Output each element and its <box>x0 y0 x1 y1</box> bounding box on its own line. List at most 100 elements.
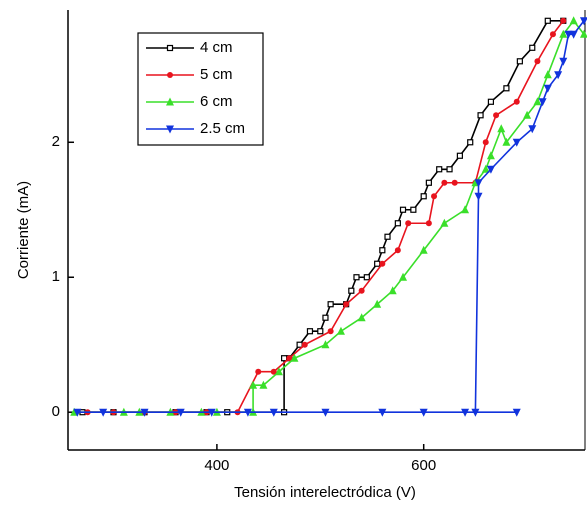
marker <box>358 287 365 294</box>
marker <box>529 44 536 51</box>
marker <box>436 166 443 173</box>
marker <box>471 408 480 417</box>
marker <box>559 29 568 38</box>
marker <box>493 112 500 119</box>
marker <box>451 179 458 186</box>
marker <box>176 408 185 417</box>
marker <box>528 125 537 134</box>
marker <box>487 98 495 105</box>
legend-label: 4 cm <box>200 39 233 56</box>
marker <box>255 368 262 375</box>
legend-box <box>137 32 264 146</box>
marker <box>440 218 449 227</box>
marker <box>327 301 334 308</box>
legend-label: 2.5 cm <box>200 120 245 137</box>
marker <box>73 408 82 417</box>
marker <box>399 272 408 281</box>
marker <box>290 353 299 362</box>
marker <box>543 84 552 93</box>
marker <box>353 274 360 281</box>
marker <box>363 274 370 281</box>
marker <box>516 58 523 65</box>
marker <box>296 341 303 348</box>
y-tick-label: 1 <box>52 268 60 285</box>
marker <box>502 137 511 146</box>
marker <box>274 367 283 376</box>
marker <box>533 97 542 106</box>
marker <box>399 206 407 213</box>
y-axis-title: Corriente (mA) <box>15 181 32 279</box>
marker <box>343 301 350 308</box>
marker <box>384 233 391 240</box>
marker <box>410 206 417 213</box>
marker <box>569 16 578 25</box>
marker <box>249 380 258 389</box>
marker <box>474 192 483 201</box>
marker <box>167 72 173 78</box>
marker <box>559 57 568 66</box>
marker <box>327 328 334 335</box>
marker <box>544 17 551 24</box>
marker <box>534 58 541 65</box>
marker <box>569 30 578 39</box>
marker <box>336 326 345 335</box>
marker <box>446 166 453 173</box>
marker <box>477 112 484 119</box>
marker <box>486 165 495 174</box>
marker <box>549 31 556 38</box>
marker <box>379 247 386 254</box>
marker <box>554 71 563 80</box>
marker <box>286 355 293 362</box>
marker <box>373 299 382 308</box>
marker <box>431 193 438 200</box>
marker <box>461 205 470 214</box>
marker <box>394 220 401 227</box>
marker <box>322 314 329 321</box>
marker <box>317 328 324 335</box>
marker <box>140 408 149 417</box>
marker <box>461 408 470 417</box>
marker <box>523 110 532 119</box>
marker <box>486 151 495 160</box>
marker <box>560 17 567 24</box>
marker <box>166 125 174 134</box>
marker <box>543 70 552 79</box>
marker <box>270 368 277 375</box>
marker <box>579 17 587 26</box>
marker <box>513 98 520 105</box>
marker <box>281 355 288 362</box>
marker <box>166 97 174 106</box>
marker <box>166 44 174 52</box>
marker <box>512 408 521 417</box>
marker <box>425 179 432 186</box>
marker <box>538 98 547 107</box>
marker <box>378 408 387 417</box>
marker <box>579 29 587 38</box>
marker <box>512 138 521 147</box>
marker <box>207 408 216 417</box>
marker <box>425 220 432 227</box>
marker <box>348 287 355 294</box>
x-axis-title: Tensión interelectródica (V) <box>234 484 416 501</box>
marker <box>420 193 427 200</box>
marker <box>357 313 366 322</box>
legend-label: 6 cm <box>200 93 233 110</box>
marker <box>269 408 278 417</box>
marker <box>374 260 381 267</box>
marker <box>306 328 314 335</box>
y-tick-label: 2 <box>52 133 60 150</box>
marker <box>243 408 252 417</box>
marker <box>441 179 448 186</box>
legend: 4 cm 5 cm 6 cm 2.5 cm <box>137 32 264 146</box>
x-tick-label: 400 <box>204 457 229 474</box>
x-tick-label: 600 <box>411 457 436 474</box>
marker <box>388 286 397 295</box>
marker <box>474 179 483 188</box>
marker <box>482 139 489 146</box>
legend-label: 5 cm <box>200 66 233 83</box>
marker <box>405 220 412 227</box>
marker <box>419 245 428 254</box>
marker <box>259 380 268 389</box>
